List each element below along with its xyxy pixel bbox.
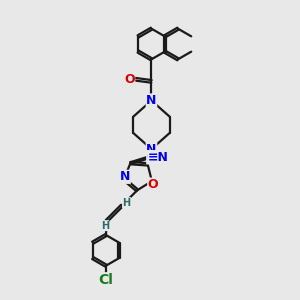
Text: N: N <box>146 142 157 156</box>
Text: N: N <box>146 94 157 107</box>
Text: H: H <box>101 220 109 231</box>
Text: ≡N: ≡N <box>148 151 169 164</box>
Text: O: O <box>148 178 158 191</box>
Text: Cl: Cl <box>98 273 113 287</box>
Text: N: N <box>120 170 130 183</box>
Text: O: O <box>124 73 135 85</box>
Text: C: C <box>147 151 156 164</box>
Text: H: H <box>122 198 130 208</box>
